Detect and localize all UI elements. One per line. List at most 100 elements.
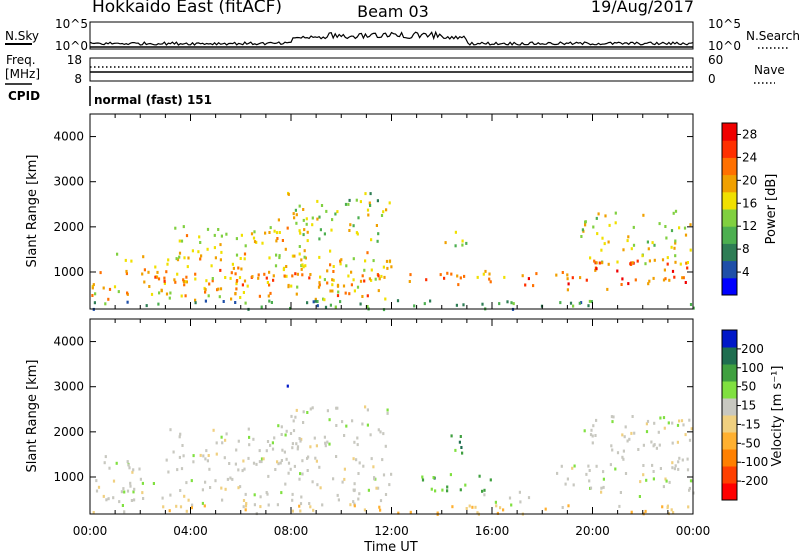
echo-cell [674, 239, 677, 243]
echo-cell [179, 489, 182, 492]
echo-cell [335, 406, 338, 410]
echo-cell [203, 504, 206, 508]
echo-cell [299, 509, 302, 513]
echo-cell [299, 502, 303, 506]
echo-cell [298, 229, 301, 233]
echo-cell [678, 226, 681, 230]
echo-cell [143, 280, 146, 284]
echo-cell [156, 270, 159, 274]
echo-cell [396, 299, 400, 303]
echo-cell [388, 201, 391, 205]
echo-cell [454, 448, 457, 452]
echo-cell [632, 225, 635, 229]
echo-cell [339, 300, 342, 304]
echo-cell [194, 277, 197, 281]
echo-cell [678, 419, 681, 423]
echo-cell [305, 222, 308, 226]
echo-cell [306, 301, 309, 305]
echo-cell [208, 282, 211, 286]
echo-cell [154, 265, 157, 269]
echo-cell [235, 448, 238, 452]
echo-cell [230, 297, 233, 301]
echo-cell [308, 502, 311, 505]
echo-cell [185, 481, 188, 485]
echo-cell [384, 444, 387, 448]
echo-cell [611, 448, 614, 452]
echo-cell [484, 269, 487, 273]
echo-cell [362, 464, 365, 468]
echo-cell [289, 306, 292, 310]
echo-cell [370, 278, 373, 282]
freq-tick-bottom: 8 [74, 72, 82, 86]
echo-cell [165, 458, 168, 462]
echo-cell [594, 268, 597, 272]
echo-cell [512, 302, 515, 306]
echo-cell [165, 292, 169, 296]
echo-cell [283, 450, 286, 454]
echo-cell [107, 297, 110, 301]
power-colorbar: 4 8 12 16 20 24 28 Power [dB] [721, 122, 779, 296]
echo-cell [258, 294, 261, 298]
echo-cell [601, 261, 604, 265]
echo-cell [219, 287, 223, 291]
echo-cell [234, 462, 237, 466]
echo-cell [684, 233, 688, 237]
echo-cell [235, 253, 239, 257]
echo-cell [681, 276, 684, 280]
echo-cell [271, 441, 274, 445]
echo-cell [571, 276, 574, 280]
echo-cell [285, 429, 288, 433]
echo-cell [291, 492, 294, 496]
echo-cell [95, 489, 99, 493]
echo-cell [204, 457, 207, 461]
echo-cell [460, 446, 463, 449]
echo-cell [488, 272, 491, 276]
colorbar-swatch [722, 432, 737, 450]
echo-cell [584, 223, 587, 227]
echo-cell [688, 438, 692, 442]
echo-cell [685, 261, 688, 265]
echo-cell [194, 301, 197, 305]
echo-cell [357, 216, 360, 220]
echo-cell [367, 213, 370, 217]
echo-cell [267, 503, 270, 507]
velocity-ylabel: Slant Range [km] [25, 360, 40, 473]
echo-cell [674, 260, 677, 264]
echo-cell [294, 415, 297, 419]
echo-cell [221, 498, 224, 502]
colorbar-swatch [722, 381, 737, 399]
echo-cell [97, 485, 101, 489]
echo-cell [285, 457, 288, 461]
echo-cell [199, 257, 202, 261]
echo-cell [272, 274, 275, 278]
echo-cell [364, 405, 367, 409]
echo-cell [646, 419, 650, 423]
echo-cell [314, 299, 317, 303]
echo-cell [93, 301, 96, 305]
echo-cell [630, 247, 633, 251]
echo-cell [113, 285, 117, 289]
velocity-colorbar-ticks: 200 100 50 15 -15 -50 -100 -200 [737, 342, 768, 488]
echo-cell [375, 224, 378, 227]
echo-cell [663, 426, 666, 430]
echo-cell [224, 438, 227, 442]
echo-cell [343, 467, 346, 471]
echo-cell [495, 504, 498, 508]
echo-cell [194, 298, 197, 302]
echo-cell [314, 456, 317, 460]
echo-cell [278, 256, 281, 260]
echo-cell [309, 407, 312, 411]
echo-cell [280, 459, 283, 462]
echo-cell [622, 248, 625, 252]
echo-cell [349, 503, 352, 507]
echo-cell [641, 254, 644, 258]
echo-cell [235, 282, 238, 286]
echo-cell [209, 486, 212, 489]
echo-cell [478, 474, 481, 478]
echo-cell [182, 280, 185, 283]
echo-cell [237, 439, 240, 443]
echo-cell [591, 441, 594, 445]
echo-cell [212, 428, 215, 432]
noise-sky-label: N.Sky [5, 29, 39, 43]
echo-cell [192, 460, 195, 464]
